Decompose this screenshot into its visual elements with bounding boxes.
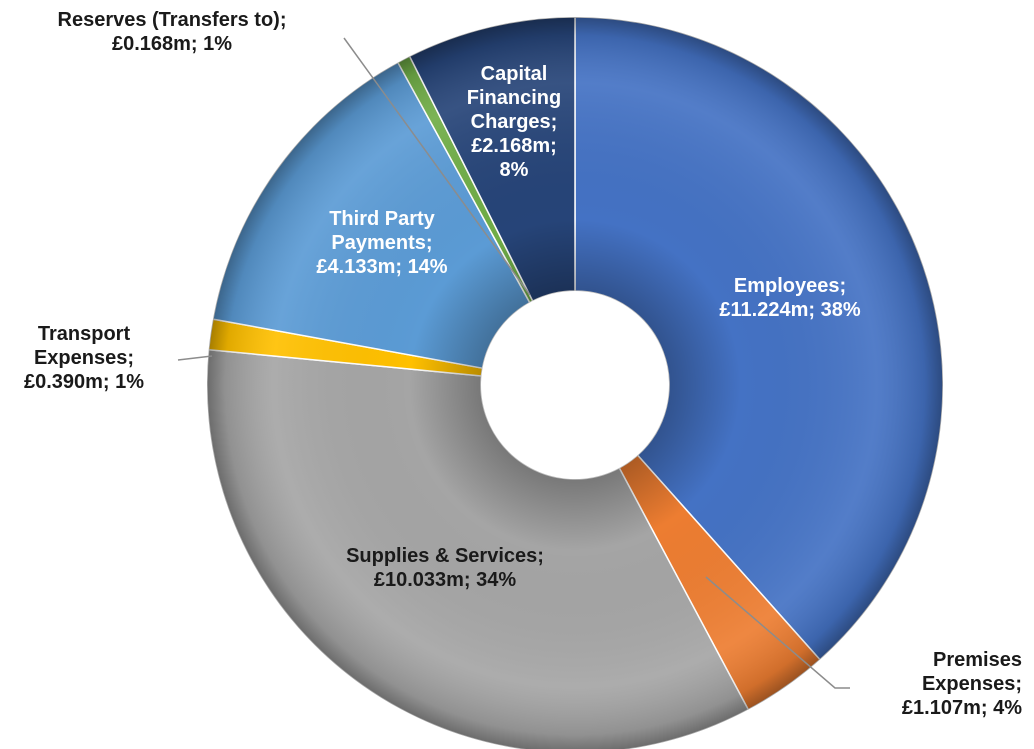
data-label-line: £11.224m; 38%	[719, 299, 860, 321]
leader-line-premises-expenses	[705, 576, 850, 689]
data-label-line: Charges;	[471, 111, 558, 133]
data-label-line: Financing	[467, 87, 561, 109]
data-label-third-party-payments: Third Party Payments; £4.133m; 14%	[316, 208, 447, 278]
data-label-line: £0.390m; 1%	[24, 371, 144, 393]
leader-line-reserves-transfers-to	[343, 37, 531, 296]
data-label-line: Premises	[933, 649, 1022, 671]
data-labels: Employees; £11.224m; 38%Premises Expenses;…	[24, 9, 1022, 719]
data-label-line: Reserves (Transfers to);	[58, 9, 287, 31]
data-label-line: £10.033m; 34%	[374, 569, 517, 591]
data-label-reserves-transfers-to: Reserves (Transfers to); £0.168m; 1%	[58, 9, 287, 55]
data-label-line: Supplies & Services;	[346, 545, 544, 567]
data-label-line: Expenses;	[34, 347, 134, 369]
data-label-line: Employees;	[734, 275, 846, 297]
data-label-capital-financing-charges: Capital Financing Charges; £2.168m; 8%	[467, 63, 561, 181]
donut-hole	[481, 291, 669, 479]
data-label-line: Third Party	[329, 208, 435, 230]
data-label-line: £4.133m; 14%	[316, 256, 447, 278]
data-label-transport-expenses: Transport Expenses; £0.390m; 1%	[24, 323, 144, 393]
data-label-line: Transport	[38, 323, 131, 345]
leader-lines	[177, 37, 850, 689]
leader-line-transport-expenses	[177, 355, 213, 361]
data-label-line: Payments;	[331, 232, 432, 254]
data-label-line: £0.168m; 1%	[112, 33, 232, 55]
data-label-line: £1.107m; 4%	[902, 697, 1022, 719]
data-label-line: £2.168m;	[471, 135, 557, 157]
data-label-line: Expenses;	[922, 673, 1022, 695]
data-label-line: 8%	[500, 159, 529, 181]
data-label-line: Capital	[481, 63, 548, 85]
data-label-supplies-services: Supplies & Services; £10.033m; 34%	[346, 545, 544, 591]
data-label-employees: Employees; £11.224m; 38%	[719, 275, 860, 321]
data-label-premises-expenses: Premises Expenses; £1.107m; 4%	[902, 649, 1022, 719]
